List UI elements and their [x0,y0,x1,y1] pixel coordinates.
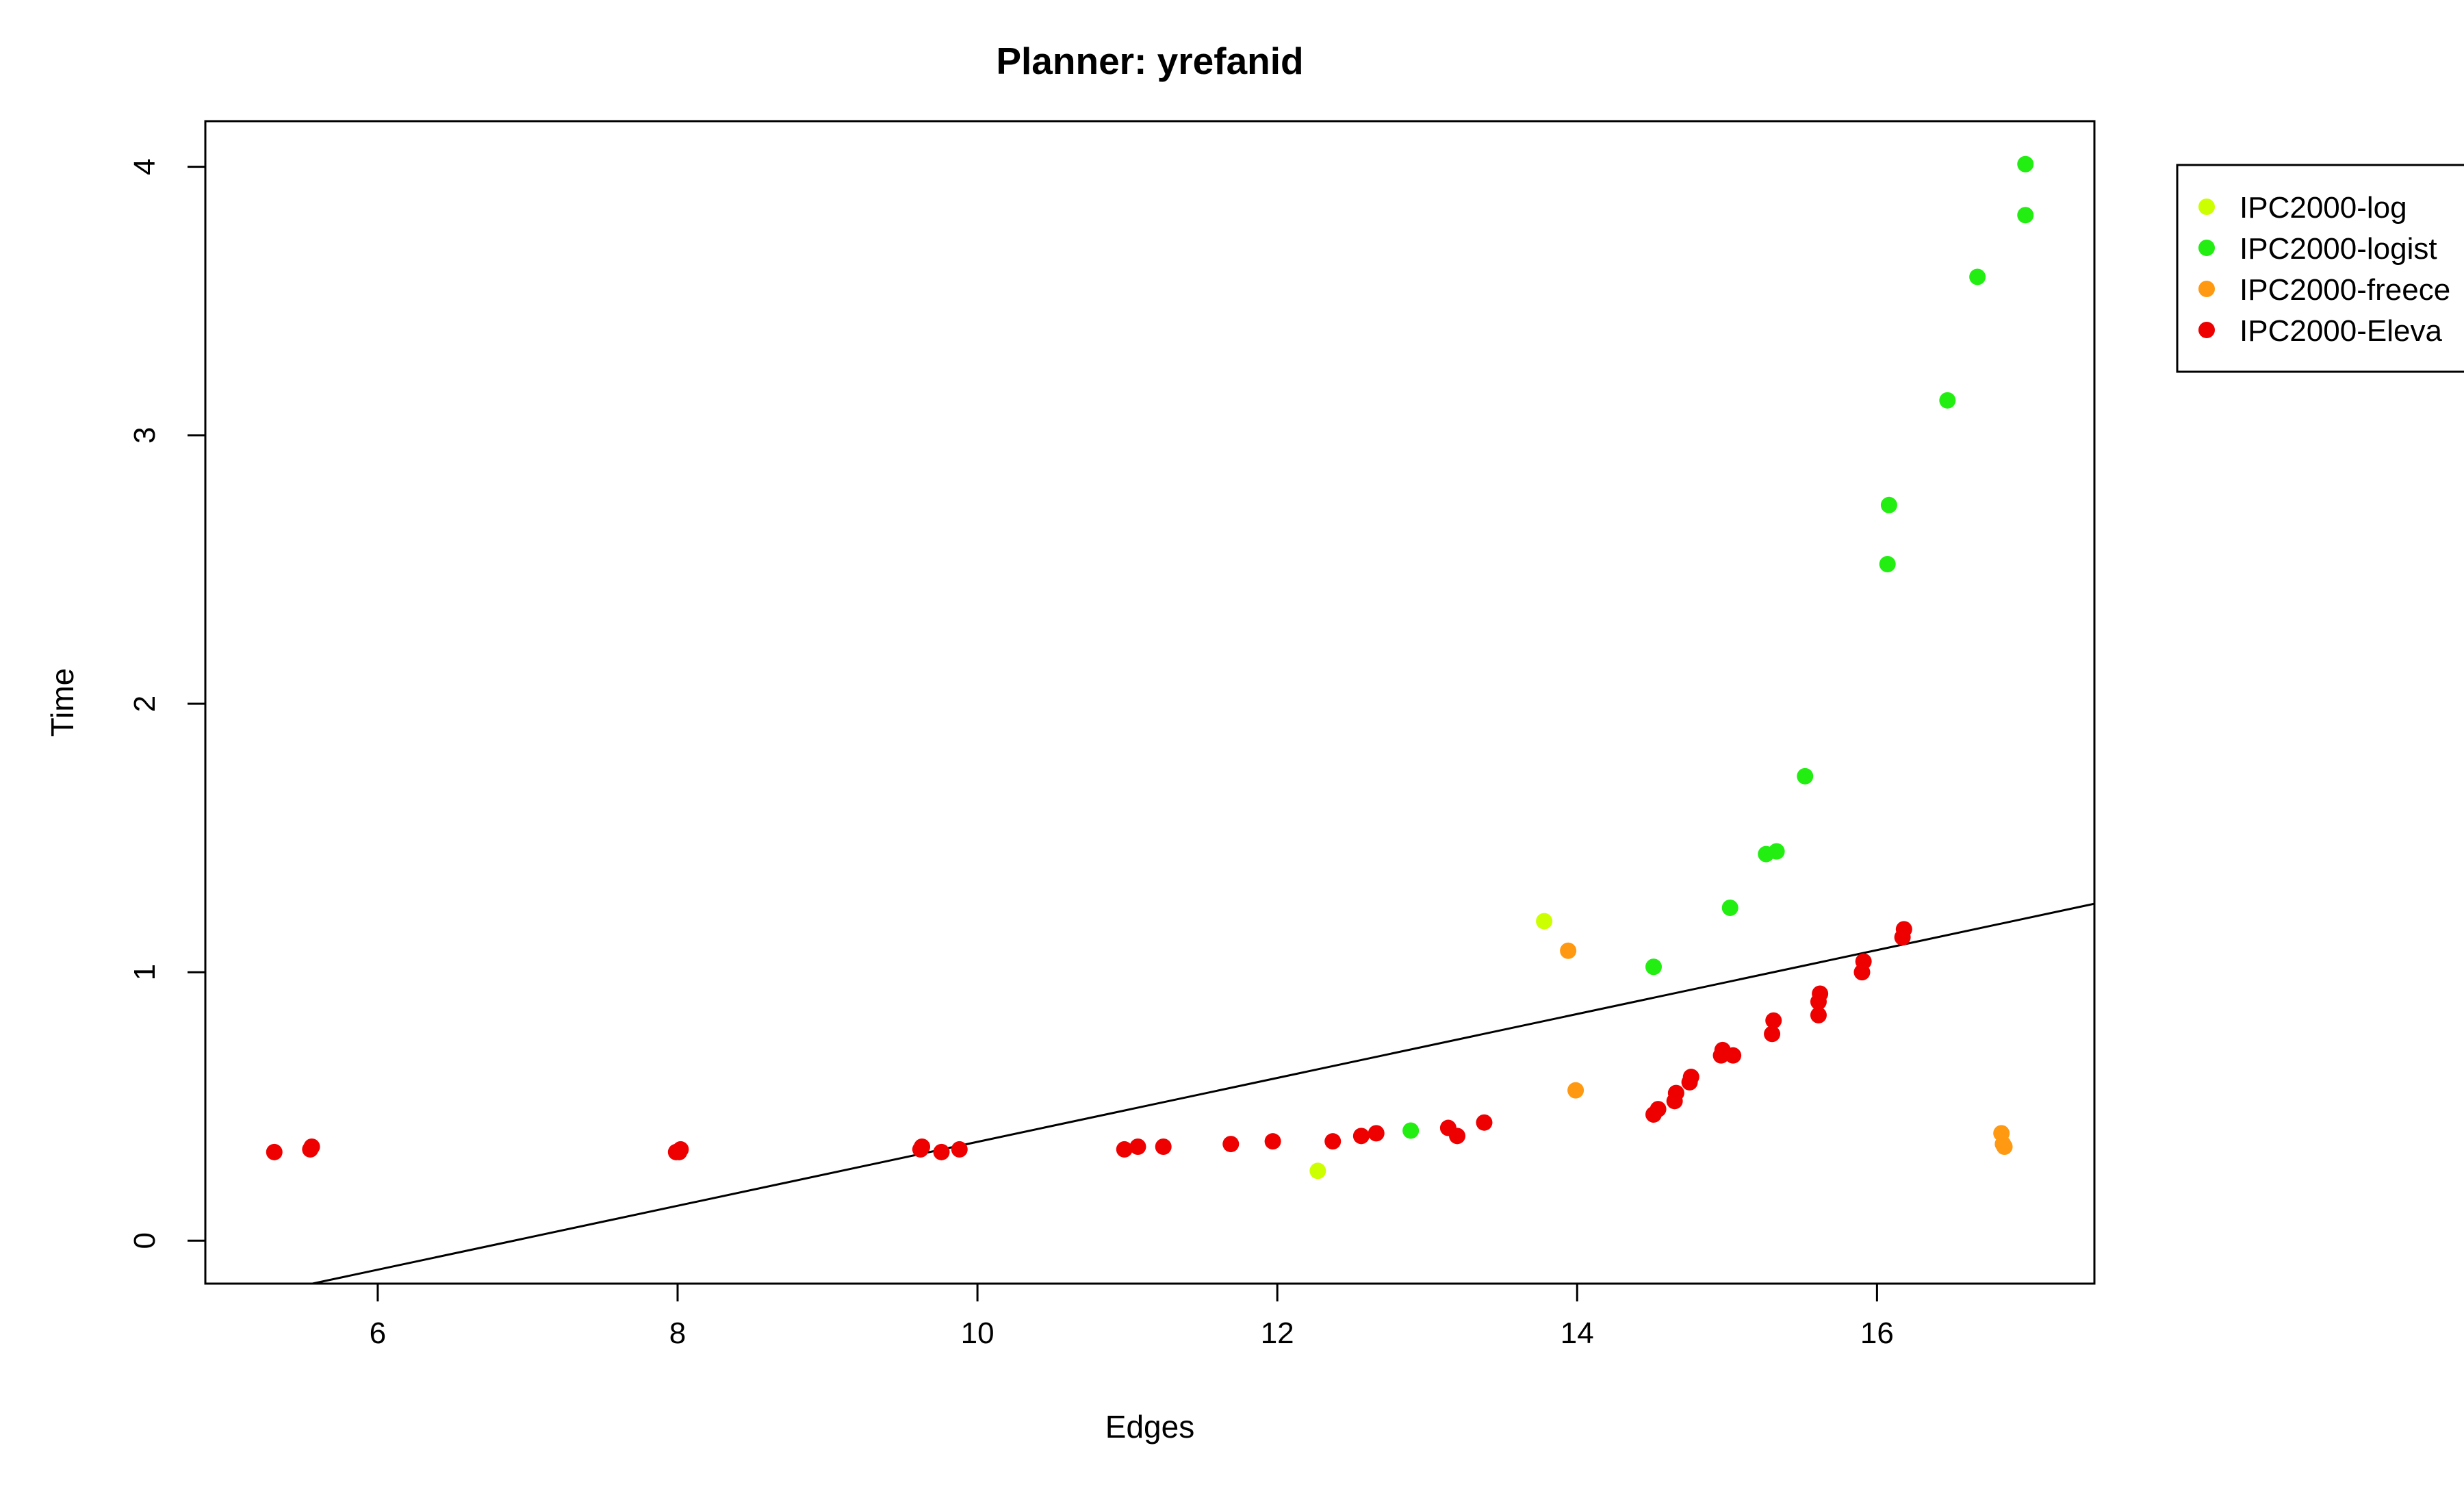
data-point [1855,953,1872,970]
series-3 [266,921,1912,1160]
data-point [1116,1141,1133,1158]
data-point [1449,1128,1466,1145]
y-tick-label: 1 [128,964,162,980]
data-point [933,1143,950,1160]
data-point [1645,958,1662,976]
data-point [1797,767,1814,785]
legend-marker [2198,322,2215,338]
data-point [1969,268,1986,285]
data-point [1402,1122,1420,1139]
y-tick-label: 0 [128,1232,162,1249]
x-tick-label: 10 [961,1316,994,1350]
data-point [1682,1069,1699,1086]
data-point [1880,496,1897,513]
x-axis-label: Edges [1105,1409,1194,1445]
x-tick-label: 16 [1860,1316,1894,1350]
plot-area [204,120,2096,1285]
legend-marker [2198,240,2215,256]
data-point [1222,1136,1240,1153]
data-point [1560,942,1577,959]
data-point [2017,155,2034,173]
data-point [1765,1012,1782,1029]
series-2 [1560,942,2013,1156]
data-point [1810,1006,1827,1023]
legend: IPC2000-log IPC2000-logist IPC2000-freece I… [2176,164,2464,373]
data-point [1812,985,1829,1002]
chart-title: Planner: yrefanid [996,40,1303,82]
data-point [672,1141,689,1158]
legend-marker [2198,199,2215,215]
x-tick-label: 8 [669,1316,686,1350]
data-point [951,1141,968,1158]
data-point [1879,556,1896,573]
x-axis: 6 8 10 12 14 16 [370,1282,1894,1350]
data-point [266,1143,283,1160]
data-point [1768,843,1785,860]
legend-label: IPC2000-logist [2240,232,2437,266]
data-point [1725,1047,1742,1064]
data-point [1264,1133,1281,1150]
data-point [1721,899,1738,916]
series-0 [1309,913,1553,1180]
x-tick-label: 12 [1261,1316,1294,1350]
y-tick-label: 2 [128,696,162,712]
data-point [2017,207,2034,224]
data-point [1309,1162,1326,1180]
legend-box [2176,164,2464,373]
legend-label: IPC2000-freece [2240,273,2450,307]
x-tick-label: 14 [1561,1316,1594,1350]
data-point [1368,1125,1385,1142]
data-point [303,1138,320,1156]
data-point [914,1138,931,1156]
data-point [1536,913,1553,930]
series-1 [1402,155,2034,1139]
y-axis-label: Time [44,668,80,737]
x-tick-label: 6 [370,1316,386,1350]
data-point [1650,1101,1667,1118]
legend-label: IPC2000-Eleva [2240,314,2442,348]
data-point [1895,921,1912,938]
data-point [1324,1133,1342,1150]
y-tick-label: 4 [128,158,162,175]
data-point [1667,1084,1684,1102]
y-tick-label: 3 [128,427,162,444]
data-point [1129,1138,1146,1156]
data-point [1155,1138,1172,1156]
data-point [1352,1128,1370,1145]
fit-line [307,902,2094,1284]
data-point [1764,1026,1781,1043]
data-point [1939,392,1956,409]
data-point [1476,1114,1493,1131]
data-point [1567,1082,1584,1099]
data-point [1996,1138,2013,1156]
legend-label: IPC2000-log [2240,191,2407,225]
legend-marker [2198,281,2215,297]
y-axis: 0 1 2 3 4 [128,158,207,1249]
